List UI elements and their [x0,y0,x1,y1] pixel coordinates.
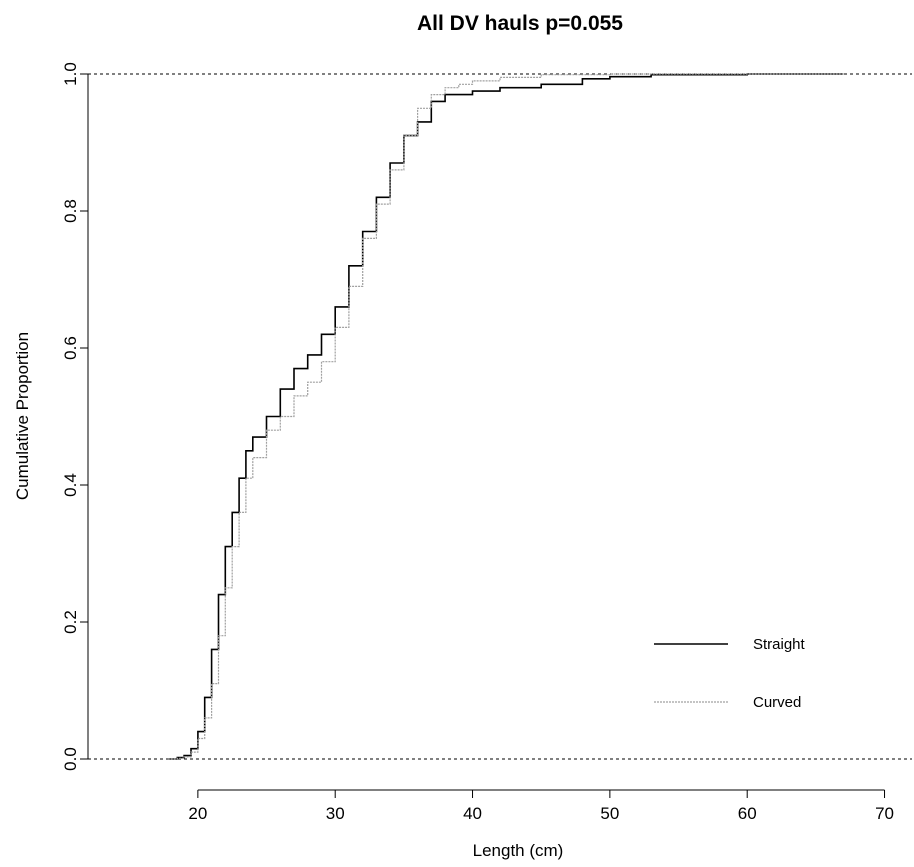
y-tick-label: 0.0 [61,747,80,771]
x-axis-label: Length (cm) [473,841,564,860]
axes: 20 30 40 50 60 70 0.0 0.2 0.4 0.6 0.8 1.0 [61,62,894,823]
series-layer [167,73,844,760]
legend-label-straight: Straight [753,636,806,653]
legend: Straight Curved [654,636,806,711]
y-tick-label: 1.0 [61,62,80,86]
x-tick-label: 20 [188,804,207,823]
series-line-straight [167,73,844,760]
x-tick-label: 50 [600,804,619,823]
chart-title: All DV hauls p=0.055 [417,12,623,35]
x-tick-label: 70 [875,804,894,823]
series-line-curved [167,73,844,760]
x-tick-label: 30 [326,804,345,823]
legend-label-curved: Curved [753,694,801,711]
x-tick-label: 40 [463,804,482,823]
x-tick-label: 60 [738,804,757,823]
y-tick-label: 0.2 [61,610,80,634]
y-tick-label: 0.6 [61,336,80,360]
y-tick-label: 0.4 [61,473,80,497]
y-tick-label: 0.8 [61,199,80,223]
y-axis-label: Cumulative Proportion [13,332,32,500]
